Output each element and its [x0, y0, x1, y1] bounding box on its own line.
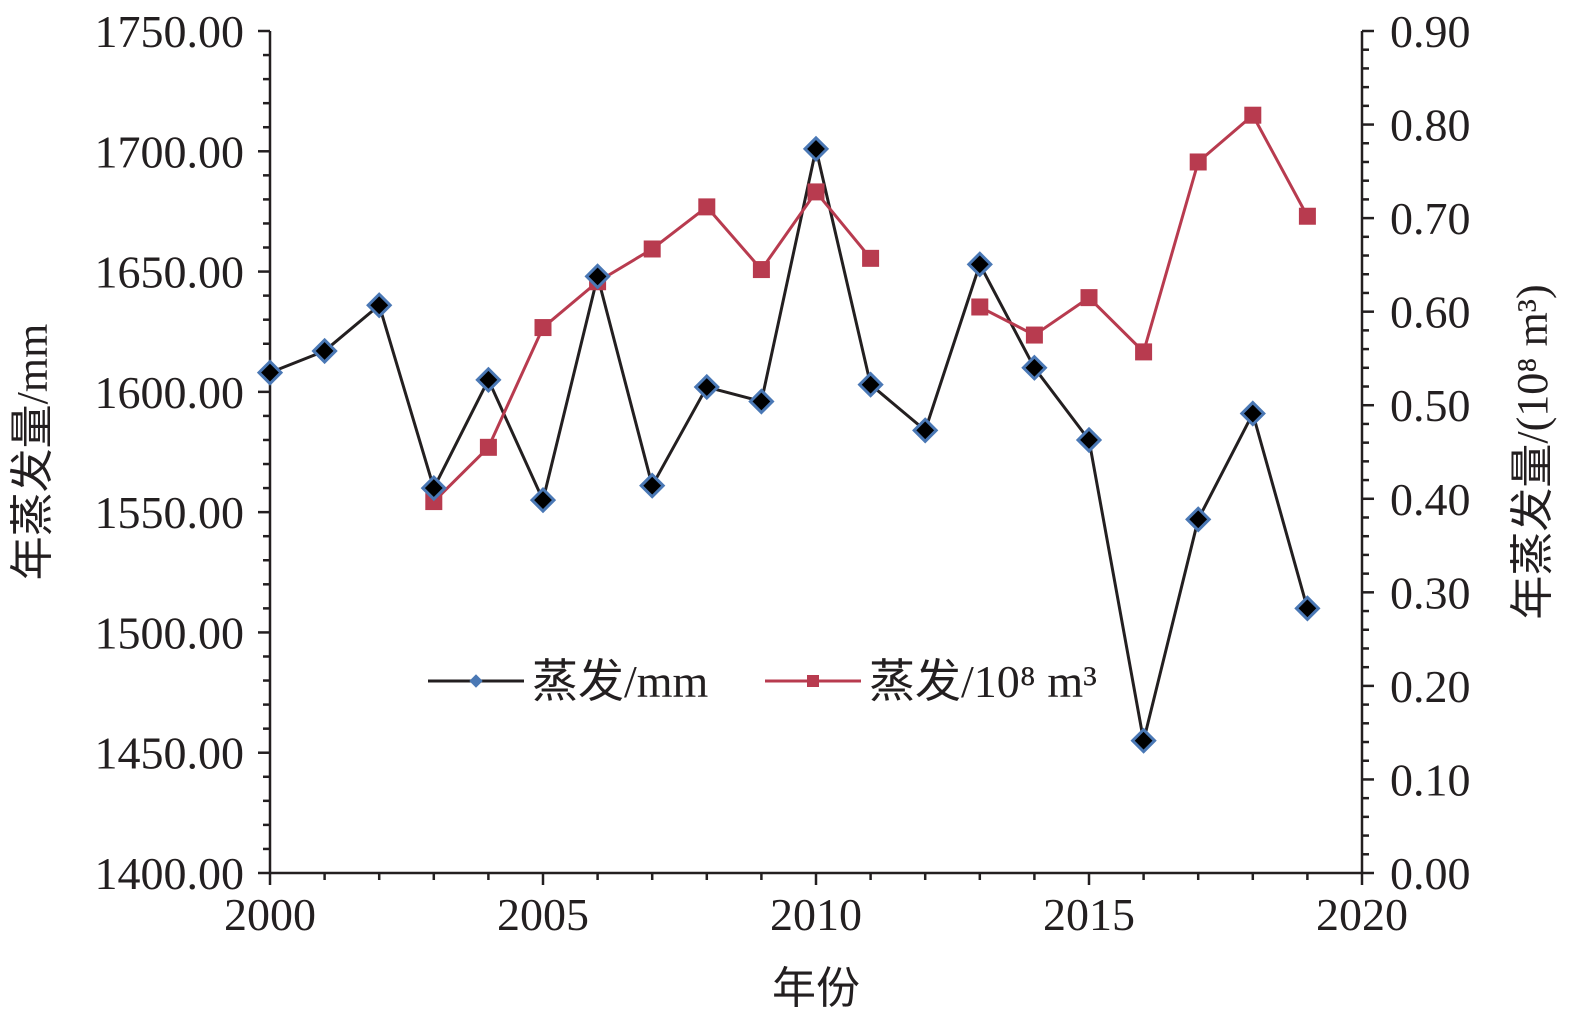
- x-tick-label: 2010: [770, 889, 862, 940]
- y-left-tick-label: 1450.00: [95, 728, 245, 779]
- y-axis-left-title: 年蒸发量/mm: [8, 324, 57, 581]
- series-mm-point: [1130, 727, 1157, 754]
- series-mm-point: [366, 292, 393, 319]
- y-right-tick-label: 0.30: [1390, 567, 1471, 618]
- y-right-tick-label: 0.70: [1390, 193, 1471, 244]
- x-tick-label: 2000: [224, 889, 316, 940]
- legend-mm-label: 蒸发/mm: [532, 656, 709, 707]
- series-volume-point: [1080, 289, 1098, 307]
- y-left-tick-label: 1750.00: [95, 6, 245, 57]
- series-mm-point: [1239, 400, 1266, 427]
- y-right-tick-label: 0.00: [1390, 848, 1471, 899]
- y-left-tick-label: 1500.00: [95, 607, 245, 658]
- series-volume-point: [534, 319, 552, 337]
- axes: 1400.00 1450.00 1500.00 1550.00 1600.00 1650.…: [8, 6, 1557, 1013]
- series-volume-point: [1244, 106, 1262, 124]
- series-volume-point: [752, 261, 770, 279]
- x-tick-label: 2015: [1043, 889, 1135, 940]
- y-right-tick-label: 0.40: [1390, 474, 1471, 525]
- series-volume-point: [862, 249, 880, 267]
- legend-volume-swatch-marker: [807, 675, 819, 687]
- y-left-tick-label: 1700.00: [95, 126, 245, 177]
- series-volume-point: [807, 183, 825, 201]
- series-mm-point: [857, 371, 884, 398]
- series-mm-point: [420, 474, 447, 502]
- series-volume-point: [1025, 326, 1043, 344]
- y-right-tick-label: 0.90: [1390, 6, 1471, 57]
- y-right-tick-label: 0.50: [1390, 380, 1471, 431]
- x-tick-label: 2005: [497, 889, 589, 940]
- y-right-tick-label: 0.80: [1390, 100, 1471, 151]
- series-mm-point: [693, 373, 720, 401]
- series-mm-point: [912, 417, 939, 444]
- y-left-tick-label: 1600.00: [95, 367, 245, 418]
- series-mm-point: [1075, 426, 1103, 454]
- y-right-tick-label: 0.20: [1390, 661, 1471, 712]
- series-volume-line: [432, 190, 872, 503]
- series-mm-point: [584, 263, 611, 290]
- series-volume-point: [1135, 343, 1153, 361]
- y-axis-right-title: 年蒸发量/(10⁸ m³): [1508, 284, 1557, 619]
- series-mm-point: [1294, 595, 1321, 622]
- series-volume-line: [979, 113, 1309, 354]
- series-volume-point: [698, 198, 716, 216]
- plot-area: [256, 106, 1321, 754]
- series-volume-point: [1298, 207, 1316, 225]
- series-volume-point: [1189, 153, 1207, 171]
- series-mm-point: [639, 472, 666, 499]
- series-mm-point: [802, 135, 830, 163]
- x-tick-label: 2020: [1316, 889, 1408, 940]
- legend: 蒸发/mm 蒸发/10⁸ m³: [428, 656, 1097, 707]
- series-mm-point: [1185, 506, 1212, 533]
- series-mm-point: [256, 359, 284, 386]
- series-mm-point: [529, 486, 557, 514]
- series-mm-point: [311, 337, 338, 365]
- y-right-tick-label: 0.60: [1390, 287, 1471, 338]
- legend-mm-swatch-marker: [469, 674, 483, 688]
- series-mm-point: [1021, 354, 1048, 381]
- series-mm-point: [475, 366, 502, 393]
- y-right-tick-label: 0.10: [1390, 754, 1471, 805]
- series-volume-point: [479, 438, 497, 456]
- series-mm-line: [269, 147, 1309, 743]
- y-left-tick-label: 1400.00: [95, 848, 245, 899]
- x-axis-title: 年份: [772, 964, 860, 1013]
- y-left-tick-label: 1650.00: [95, 247, 245, 298]
- series-volume-point: [643, 240, 661, 258]
- series-mm-point: [966, 251, 993, 278]
- legend-volume-label: 蒸发/10⁸ m³: [869, 656, 1097, 707]
- series-mm-point: [748, 388, 775, 415]
- y-left-tick-label: 1550.00: [95, 487, 245, 538]
- series-volume-point: [971, 298, 989, 316]
